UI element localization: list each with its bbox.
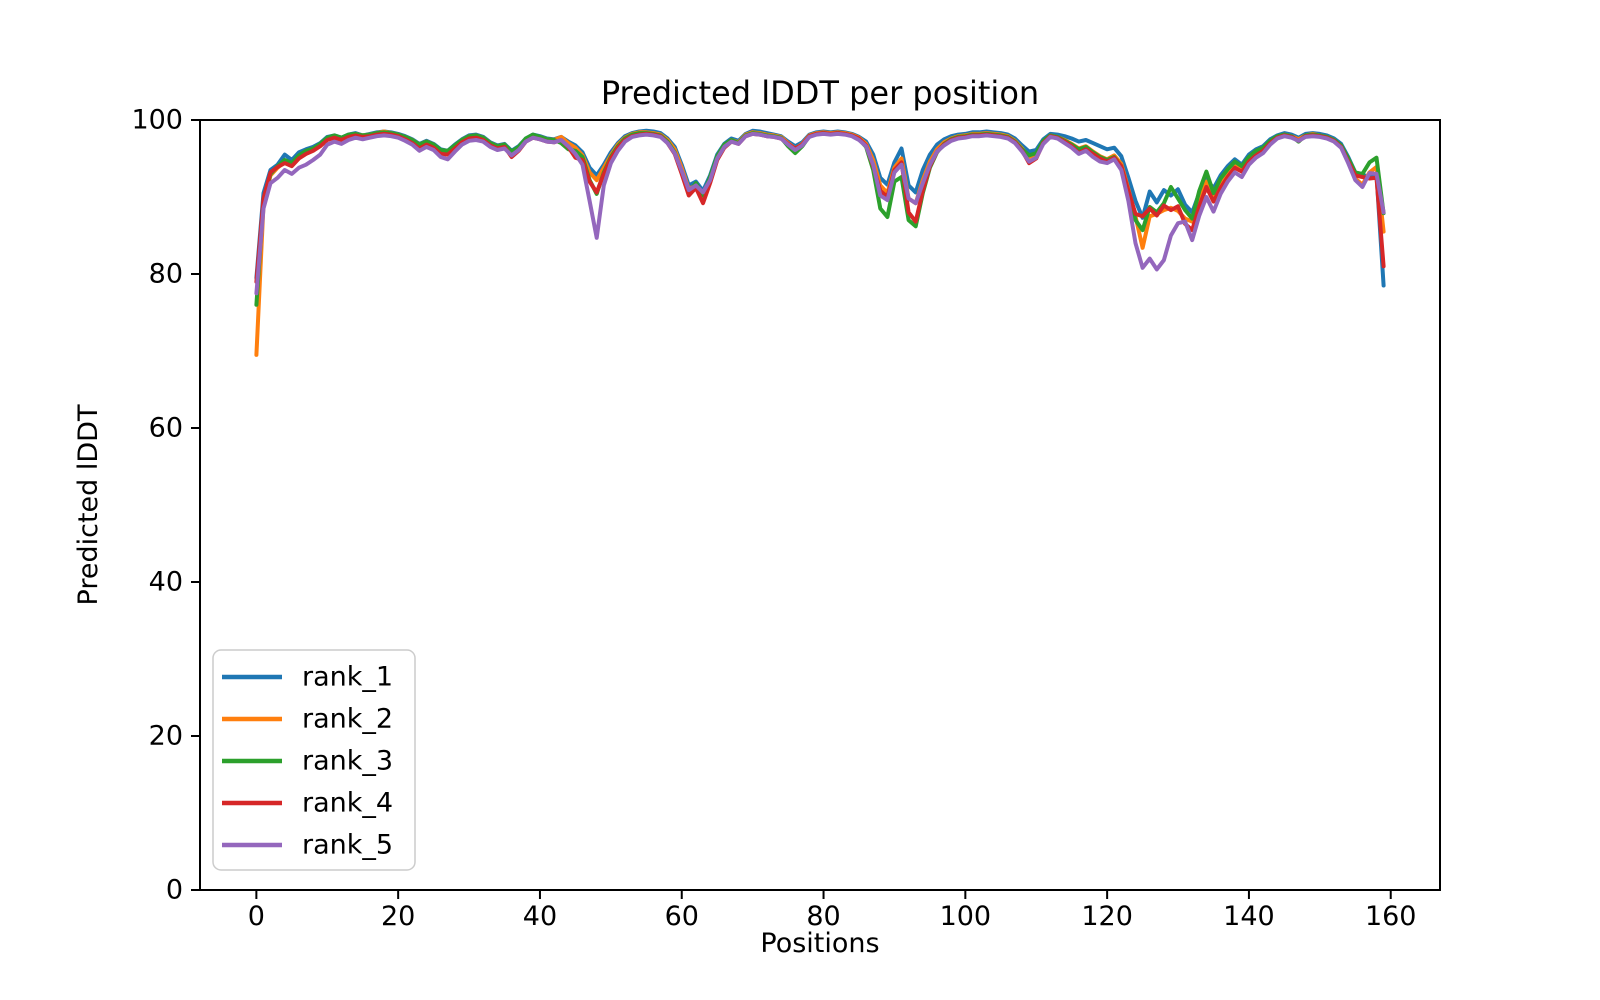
x-tick-label: 40 [523, 901, 557, 932]
y-axis-label: Predicted lDDT [73, 404, 104, 605]
x-tick-label: 80 [806, 901, 840, 932]
legend-item: rank_1 [222, 662, 393, 693]
x-axis-label: Positions [760, 928, 879, 959]
y-tick-label: 20 [149, 721, 183, 752]
legend-item: rank_4 [222, 788, 393, 819]
x-tick-label: 100 [940, 901, 992, 932]
chart-title: Predicted lDDT per position [601, 74, 1039, 112]
legend-label: rank_3 [302, 746, 393, 777]
x-tick-label: 20 [381, 901, 415, 932]
x-tick-label: 140 [1223, 901, 1275, 932]
series-line-rank_5 [254, 131, 1386, 296]
legend-item: rank_5 [222, 830, 393, 861]
y-tick-label: 0 [166, 875, 183, 906]
legend-box [212, 649, 416, 871]
plot-layer: 0 20 40 60 80 100 120 140 160 0 20 40 60 80 100 [131, 105, 1441, 932]
x-tick-label: 0 [248, 901, 265, 932]
legend-label: rank_2 [302, 704, 393, 735]
x-tick-label: 160 [1365, 901, 1417, 932]
x-tick-label: 60 [665, 901, 699, 932]
y-tick-label: 40 [149, 567, 183, 598]
series-line-rank_2 [254, 129, 1386, 357]
legend-item: rank_2 [222, 704, 393, 735]
y-tick-label: 100 [131, 105, 183, 136]
y-tick-label: 80 [149, 259, 183, 290]
legend-label: rank_5 [302, 830, 393, 861]
axes-frame [199, 119, 1441, 891]
legend-label: rank_1 [302, 662, 393, 693]
x-tick-label: 120 [1081, 901, 1133, 932]
legend-label: rank_4 [302, 788, 393, 819]
legend: rank_1 rank_2 rank_3 rank_4 rank_5 [212, 649, 416, 871]
legend-item: rank_3 [222, 746, 393, 777]
series-line-rank_3 [254, 130, 1386, 307]
y-tick-label: 60 [149, 413, 183, 444]
